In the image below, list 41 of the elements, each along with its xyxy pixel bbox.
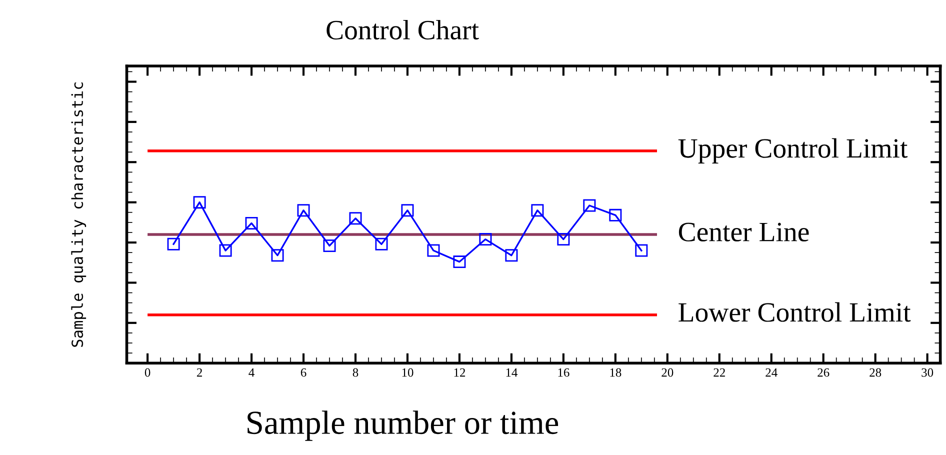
x-axis-title: Sample number or time [248, 410, 558, 441]
x-tick-label: 6 [300, 368, 306, 377]
x-tick-label: 24 [766, 368, 778, 377]
point [505, 249, 518, 262]
x-tick-label: 12 [454, 368, 466, 377]
point [479, 233, 492, 246]
point [375, 238, 388, 250]
ref-line-label: Upper Control Limit [678, 138, 908, 164]
x-tick-label: 16 [558, 368, 570, 377]
point [583, 199, 596, 212]
ref-line-label: Center Line [678, 222, 809, 242]
x-tick-label: 30 [922, 368, 934, 377]
x-tick-label: 0 [144, 368, 150, 377]
x-tick-label: 10 [402, 368, 414, 377]
ref-line-label: Lower Control Limit [678, 302, 911, 322]
point [323, 239, 336, 252]
x-tick-label: 8 [352, 368, 358, 377]
point [609, 208, 622, 222]
point [219, 244, 232, 257]
point [427, 244, 440, 257]
point [245, 216, 258, 230]
point [349, 212, 362, 225]
chart-title: Control Chart [326, 20, 479, 40]
point [193, 196, 206, 209]
x-tick-label: 26 [818, 368, 830, 377]
point [635, 244, 648, 257]
x-tick-label: 14 [506, 368, 518, 377]
x-tick-label: 2 [196, 368, 202, 377]
x-tick-label: 22 [714, 368, 725, 377]
point [401, 204, 414, 217]
x-tick-label: 4 [248, 368, 254, 377]
x-tick-label: 18 [610, 368, 622, 377]
point [271, 249, 284, 262]
point [167, 238, 180, 250]
x-tick-label: 20 [662, 368, 674, 377]
y-axis-title: Sample quality characteristic [71, 82, 86, 347]
point [531, 204, 544, 217]
point [557, 233, 570, 246]
point [297, 204, 310, 217]
x-tick-label: 28 [870, 368, 882, 377]
point [453, 256, 466, 268]
